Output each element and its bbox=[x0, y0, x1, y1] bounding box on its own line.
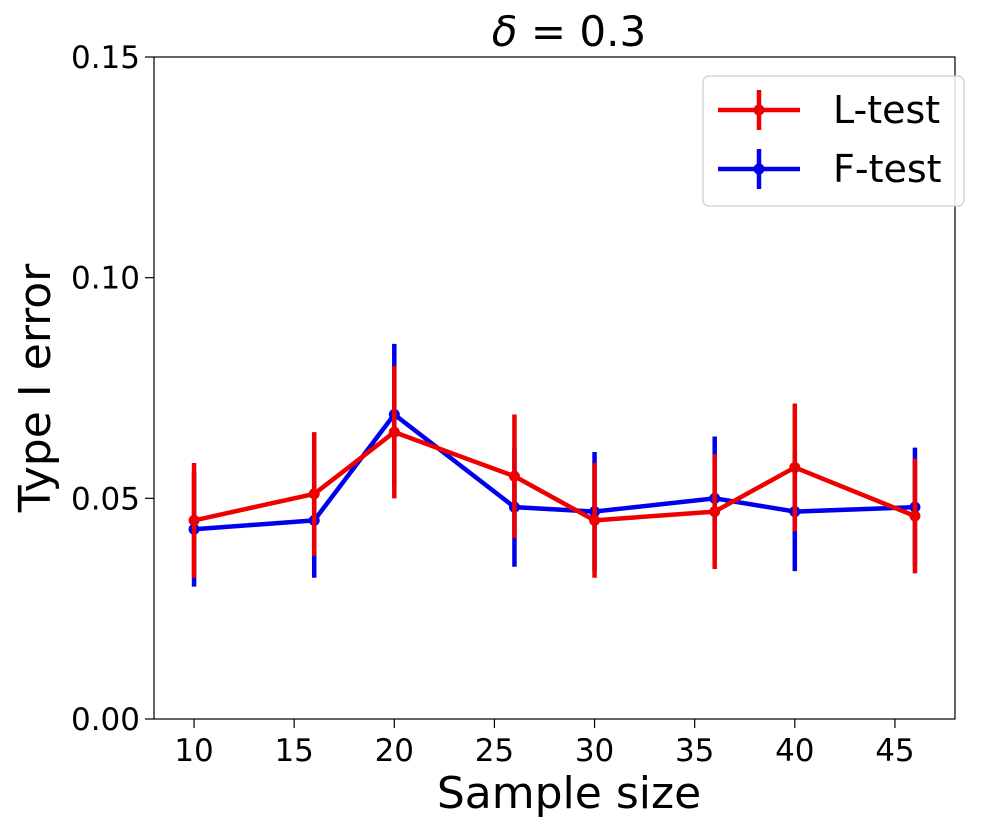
legend-item-l-test: L-test bbox=[718, 88, 940, 132]
legend: L-test F-test bbox=[702, 75, 965, 207]
y-tick-label: 0.00 bbox=[71, 702, 140, 738]
series-layer bbox=[188, 343, 921, 587]
y-tick-label: 0.05 bbox=[71, 481, 140, 517]
x-tick-label: 40 bbox=[775, 733, 814, 769]
x-axis: 10 15 20 25 30 35 40 45 bbox=[174, 719, 915, 769]
x-tick-label: 35 bbox=[675, 733, 714, 769]
l-test-point bbox=[709, 506, 721, 518]
y-axis: 0.00 0.05 0.10 0.15 bbox=[71, 40, 154, 738]
chart-title-value: = 0.3 bbox=[518, 7, 647, 56]
y-tick-label: 0.15 bbox=[71, 40, 140, 76]
series-l-test bbox=[188, 365, 921, 578]
l-test-point bbox=[388, 426, 400, 438]
l-test-point bbox=[308, 488, 320, 500]
legend-items: L-test F-test bbox=[718, 88, 942, 191]
x-axis-title: Sample size bbox=[437, 768, 701, 819]
l-test-point bbox=[909, 510, 921, 522]
chart-title-symbol: δ bbox=[492, 7, 518, 56]
l-test-point bbox=[589, 514, 601, 526]
chart-title: δ = 0.3 bbox=[492, 7, 646, 56]
y-tick-label: 0.10 bbox=[71, 261, 140, 297]
l-test-point bbox=[188, 514, 200, 526]
x-tick-label: 10 bbox=[174, 733, 213, 769]
f-test-line bbox=[193, 412, 916, 532]
legend-label: F-test bbox=[833, 147, 942, 191]
x-tick-label: 30 bbox=[575, 733, 614, 769]
x-tick-label: 25 bbox=[475, 733, 514, 769]
l-test-point bbox=[789, 461, 801, 473]
legend-item-f-test: F-test bbox=[718, 147, 942, 191]
legend-label: L-test bbox=[833, 88, 940, 132]
y-axis-title: Type I error bbox=[10, 263, 61, 513]
x-tick-label: 20 bbox=[375, 733, 414, 769]
x-tick-label: 15 bbox=[274, 733, 313, 769]
legend-swatch-marker bbox=[753, 163, 765, 175]
l-test-line bbox=[193, 429, 916, 523]
l-test-point bbox=[508, 470, 520, 482]
x-tick-label: 45 bbox=[875, 733, 914, 769]
legend-swatch-marker bbox=[753, 104, 765, 116]
